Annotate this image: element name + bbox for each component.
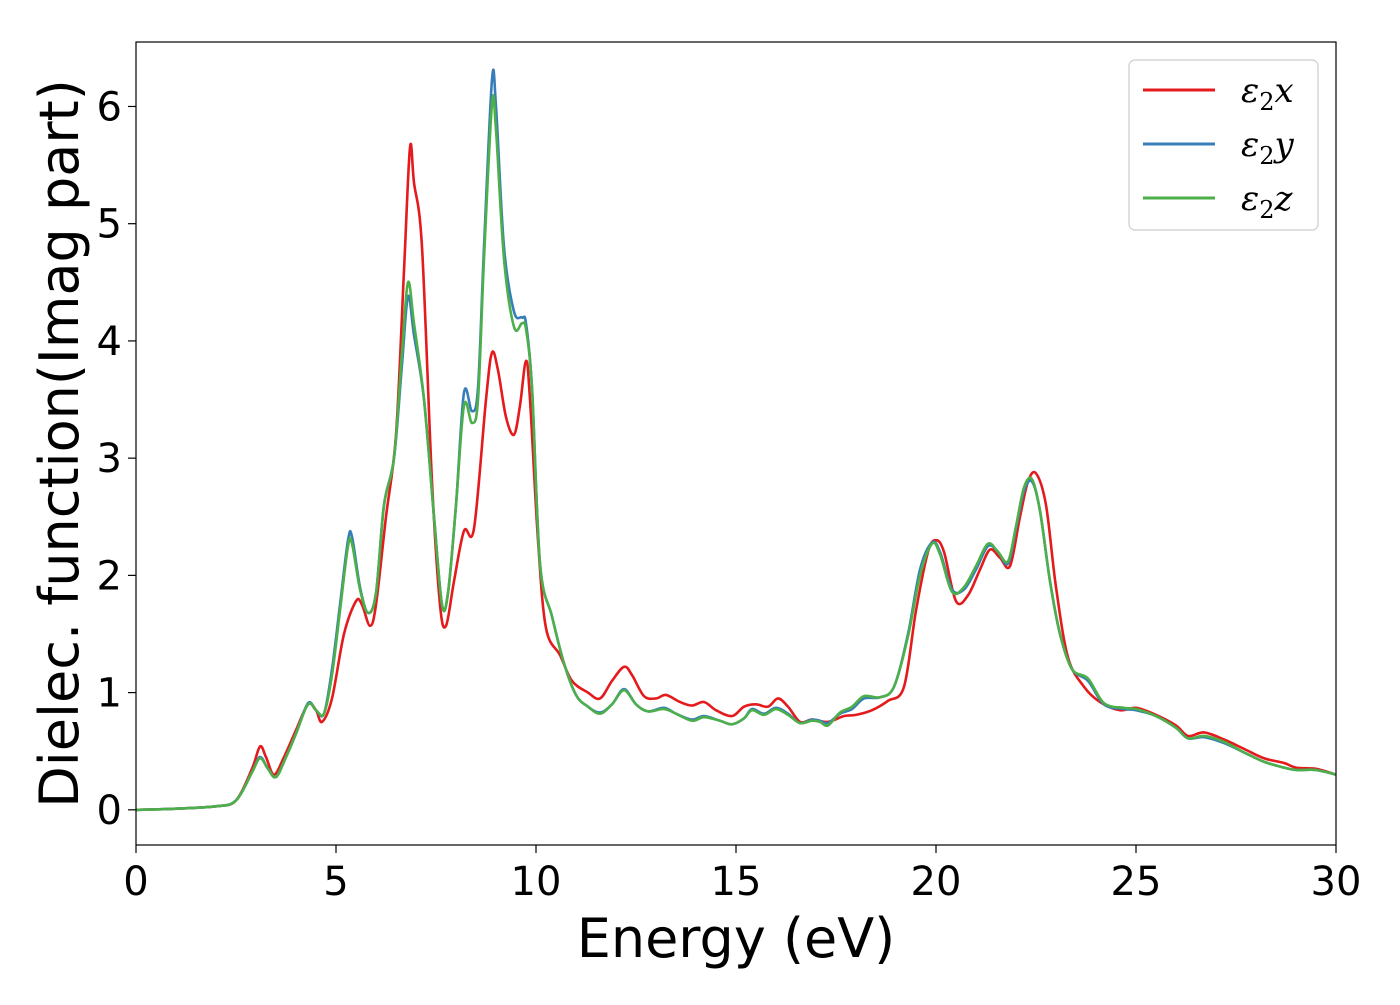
legend-label: ε2y: [1241, 125, 1295, 170]
legend: ε2x ε2y ε2z: [1128, 59, 1319, 231]
x-tick-label: 0: [123, 859, 148, 905]
x-tick-label: 30: [1311, 859, 1362, 905]
y-tick-label: 3: [97, 436, 122, 482]
legend-label: ε2z: [1241, 179, 1294, 224]
series-line-x: [136, 142, 1336, 812]
y-tick-label: 6: [97, 84, 122, 130]
y-tick-label: 2: [97, 553, 122, 599]
legend-label: ε2x: [1241, 71, 1294, 116]
y-tick-label: 1: [97, 671, 122, 717]
x-axis-title: Energy (eV): [577, 907, 896, 970]
x-tick-label: 5: [323, 859, 348, 905]
series-line-z: [136, 94, 1336, 812]
legend-box: [1128, 59, 1319, 231]
y-axis-ticks: 0 1 2 3 4 5 6: [97, 84, 136, 834]
y-axis-title: Dielec. function(Imag part): [28, 79, 91, 808]
x-tick-label: 10: [511, 859, 562, 905]
x-tick-label: 25: [1111, 859, 1162, 905]
x-tick-label: 15: [711, 859, 762, 905]
y-tick-label: 4: [97, 319, 122, 365]
x-tick-label: 20: [911, 859, 962, 905]
y-tick-label: 5: [97, 202, 122, 248]
y-tick-label: 0: [97, 788, 122, 834]
series-layer: [136, 68, 1336, 812]
x-axis-ticks: 0 5 10 15 20 25 30: [123, 845, 1361, 905]
